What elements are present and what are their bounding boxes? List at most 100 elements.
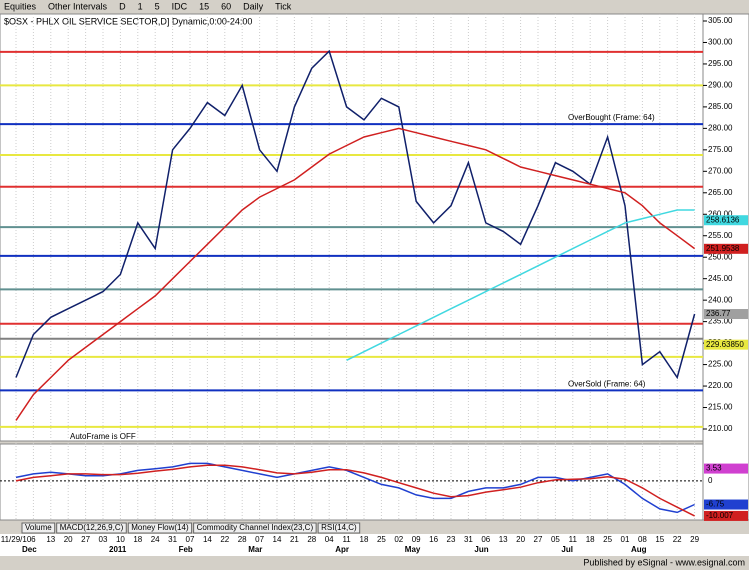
macd-label: 3.53 xyxy=(706,464,722,473)
month-label: 2011 xyxy=(109,545,127,554)
x-tick-label: 10 xyxy=(116,535,125,544)
y-tick-label: 290.00 xyxy=(708,81,733,90)
y-tick-label: 285.00 xyxy=(708,102,733,111)
tab-box[interactable] xyxy=(193,522,317,534)
y-tick-label: 295.00 xyxy=(708,59,733,68)
x-tick-label: 14 xyxy=(273,535,282,544)
x-tick-label: 25 xyxy=(603,535,612,544)
series-line xyxy=(15,49,696,380)
tab-box[interactable] xyxy=(21,522,56,534)
x-tick-label: 6 xyxy=(31,535,36,544)
level-label: OverBought (Frame: 64) xyxy=(568,113,655,122)
x-tick-label: 11 xyxy=(342,535,351,544)
toolbar-item[interactable]: Daily xyxy=(243,1,264,11)
tab[interactable]: Volume xyxy=(25,523,52,532)
x-tick-label: 24 xyxy=(151,535,160,544)
y-tick-label: 300.00 xyxy=(708,38,733,47)
y-tick-label: 250.00 xyxy=(708,252,733,261)
chart-title: $OSX - PHLX OIL SERVICE SECTOR,D] Dynami… xyxy=(4,16,252,26)
annotation: AutoFrame is OFF xyxy=(70,432,136,441)
price-label-box xyxy=(704,215,748,226)
toolbar-item[interactable]: 1 xyxy=(138,1,143,11)
tab[interactable]: Money Flow(14) xyxy=(131,523,189,532)
x-tick-label: 28 xyxy=(238,535,247,544)
x-tick-label: 13 xyxy=(499,535,508,544)
y-tick-label: 215.00 xyxy=(708,403,733,412)
series-line xyxy=(15,127,696,421)
y-tick-label: 225.00 xyxy=(708,360,733,369)
x-tick-label: 02 xyxy=(394,535,403,544)
x-tick-label: 29 xyxy=(690,535,699,544)
tab[interactable]: MACD(12,26,9,C) xyxy=(60,523,124,532)
x-tick-label: 28 xyxy=(307,535,316,544)
x-tick-label: 05 xyxy=(551,535,560,544)
toolbar-item[interactable]: 60 xyxy=(221,1,231,11)
y-tick-label: 270.00 xyxy=(708,166,733,175)
toolbar-item[interactable]: Other Intervals xyxy=(48,1,108,11)
x-tick-label: 22 xyxy=(673,535,682,544)
x-tick-label: 11 xyxy=(569,535,578,544)
month-label: Mar xyxy=(248,545,262,554)
month-label: Dec xyxy=(22,545,37,554)
tab[interactable]: Commodity Channel Index(23,C) xyxy=(197,523,314,532)
month-label: May xyxy=(405,545,421,554)
x-tick-label: 16 xyxy=(429,535,438,544)
toolbar-item[interactable]: 15 xyxy=(199,1,209,11)
macd-label: -10.007 xyxy=(706,511,734,520)
x-tick-label: 18 xyxy=(360,535,369,544)
price-label: 251.9538 xyxy=(706,244,740,253)
y-tick-label: 245.00 xyxy=(708,274,733,283)
x-tick-label: 20 xyxy=(64,535,73,544)
toolbar-item[interactable]: D xyxy=(119,1,126,11)
macd-label-box xyxy=(704,510,748,521)
macd-tick-label: 0 xyxy=(708,476,713,485)
month-label: Feb xyxy=(179,545,193,554)
x-tick-label: 14 xyxy=(203,535,212,544)
y-tick-label: 275.00 xyxy=(708,145,733,154)
tab-box[interactable] xyxy=(317,522,361,534)
x-tick-label: 01 xyxy=(621,535,630,544)
x-tick-label: 25 xyxy=(377,535,386,544)
x-tick-label: 27 xyxy=(534,535,543,544)
toolbar-item[interactable]: IDC xyxy=(172,1,188,11)
x-tick-label: 31 xyxy=(168,535,177,544)
tab[interactable]: RSI(14,C) xyxy=(321,523,357,532)
x-tick-label: 18 xyxy=(586,535,595,544)
x-tick-label: 22 xyxy=(220,535,229,544)
footer: Published by eSignal - www.esignal.com xyxy=(583,557,745,567)
toolbar-item[interactable]: Tick xyxy=(275,1,292,11)
y-tick-label: 265.00 xyxy=(708,188,733,197)
y-tick-label: 280.00 xyxy=(708,123,733,132)
tab-box[interactable] xyxy=(56,522,127,534)
x-tick-label: 03 xyxy=(99,535,108,544)
price-label-box xyxy=(704,339,748,350)
y-tick-label: 210.00 xyxy=(708,424,733,433)
x-tick-label: 08 xyxy=(638,535,647,544)
x-tick-label: 13 xyxy=(46,535,55,544)
y-tick-label: 255.00 xyxy=(708,231,733,240)
tab-box[interactable] xyxy=(127,522,193,534)
month-label: Jul xyxy=(561,545,573,554)
month-label: Jun xyxy=(474,545,488,554)
series-line xyxy=(346,209,695,361)
macd-panel xyxy=(0,443,704,521)
macd-label-box xyxy=(704,463,748,474)
month-label: Apr xyxy=(335,545,349,554)
level-label: OverSold (Frame: 64) xyxy=(568,379,646,388)
x-tick-label: 09 xyxy=(412,535,421,544)
price-label-box xyxy=(704,243,748,254)
macd-line xyxy=(15,464,695,517)
toolbar-item[interactable]: 5 xyxy=(155,1,160,11)
x-tick-label: 07 xyxy=(255,535,264,544)
date-axis xyxy=(0,534,749,556)
right-axis xyxy=(702,13,749,521)
macd-label: -6.75 xyxy=(706,500,725,509)
toolbar xyxy=(0,0,749,14)
x-tick-label: 06 xyxy=(481,535,490,544)
price-label-box xyxy=(704,309,748,320)
toolbar-item[interactable]: Equities xyxy=(4,1,37,11)
y-tick-label: 305.00 xyxy=(708,16,733,25)
y-tick-label: 235.00 xyxy=(708,317,733,326)
